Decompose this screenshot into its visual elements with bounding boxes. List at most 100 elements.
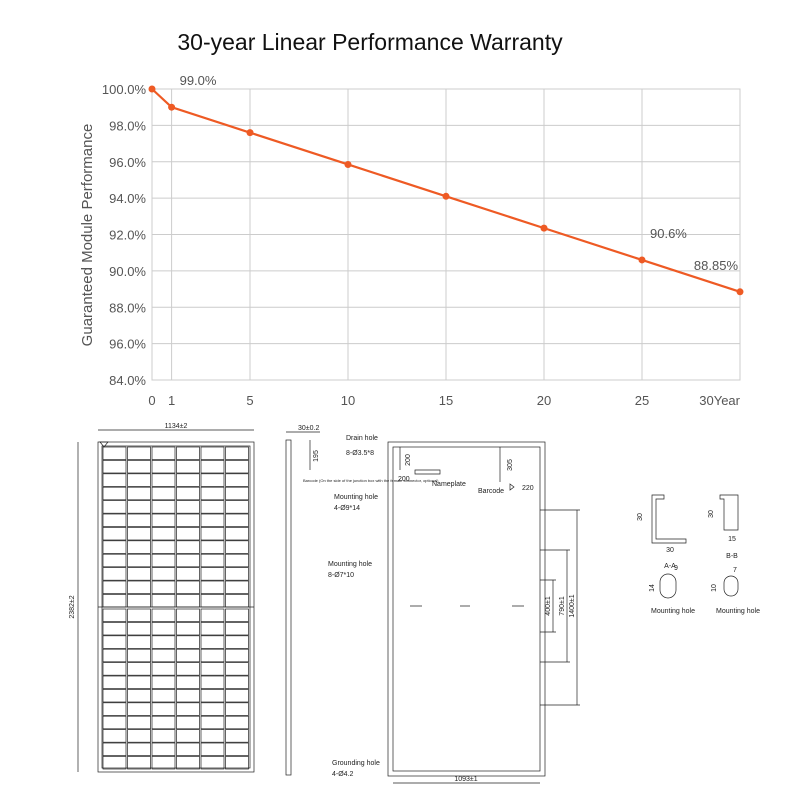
point — [246, 129, 254, 137]
cell — [127, 486, 151, 501]
cell — [200, 702, 225, 716]
cell — [127, 513, 151, 527]
cell — [225, 662, 249, 676]
label: 7 — [733, 567, 737, 574]
axes: 100.0% 98.0% 96.0% 94.0% 92.0% 90.0% 88.0% 96.0… — [102, 73, 744, 408]
cell — [102, 756, 127, 770]
x-tick-label: 30Year — [699, 393, 740, 408]
cell — [127, 473, 151, 487]
cell — [151, 662, 176, 676]
cell — [151, 635, 176, 649]
y-tick-label: 88.0% — [109, 300, 146, 315]
cell — [151, 580, 176, 594]
cell — [102, 635, 127, 649]
point — [148, 85, 156, 93]
label: 1400±1 — [569, 594, 576, 617]
cell — [102, 715, 127, 730]
cell — [151, 513, 176, 527]
label: B-B — [726, 553, 738, 560]
x-tick-label: 1 — [168, 393, 175, 408]
point — [638, 256, 646, 264]
label: Mounting hole — [334, 494, 378, 501]
cell — [176, 648, 200, 663]
y-tick-label: 94.0% — [109, 191, 146, 206]
y-tick-label: 90.0% — [109, 264, 146, 279]
cell — [176, 446, 200, 460]
label: Mounting hole — [716, 608, 760, 615]
cell — [102, 580, 127, 594]
cell — [200, 689, 225, 703]
cell — [200, 553, 225, 568]
cell — [176, 756, 200, 770]
label: 9 — [674, 565, 678, 572]
cell — [176, 702, 200, 716]
cell — [225, 513, 249, 527]
hole-a — [659, 573, 677, 599]
y-tick-label: 96.0% — [109, 155, 146, 170]
cell — [127, 500, 151, 514]
cell — [225, 689, 249, 703]
label: 195 — [313, 450, 320, 462]
label: 30 — [637, 513, 644, 521]
point — [344, 160, 352, 168]
cell — [225, 635, 249, 649]
label: 2382±2 — [69, 595, 76, 618]
cell — [102, 513, 127, 527]
cell — [102, 742, 127, 756]
cell — [225, 729, 249, 743]
cell — [176, 715, 200, 730]
back-frame — [392, 446, 541, 772]
x-tick-label: 0 — [148, 393, 155, 408]
label: A-A — [664, 563, 676, 570]
cell — [225, 527, 249, 541]
label: 30 — [666, 547, 674, 554]
cell — [127, 622, 151, 636]
cell — [225, 580, 249, 594]
cell — [127, 635, 151, 649]
cell — [176, 622, 200, 636]
label: 1134±2 — [165, 423, 188, 430]
cell — [176, 513, 200, 527]
cell — [200, 729, 225, 743]
cell — [102, 540, 127, 554]
cell — [225, 622, 249, 636]
y-tick-label: 84.0% — [109, 373, 146, 388]
cell — [225, 446, 249, 460]
cell — [176, 473, 200, 487]
cell — [200, 594, 225, 608]
cell — [200, 473, 225, 487]
cell — [102, 567, 127, 581]
cell — [102, 702, 127, 716]
cell — [151, 689, 176, 703]
cell — [151, 742, 176, 756]
cell — [200, 460, 225, 474]
cell — [200, 446, 225, 460]
label: 4-Ø4.2 — [332, 771, 354, 778]
cell — [127, 460, 151, 474]
cell — [127, 594, 151, 608]
cell — [102, 473, 127, 487]
cell — [102, 594, 127, 608]
cell — [102, 460, 127, 474]
cell — [176, 635, 200, 649]
cell — [225, 702, 249, 716]
cell — [176, 689, 200, 703]
y-tick-label: 96.0% — [109, 337, 146, 352]
back-view — [387, 441, 546, 777]
cell — [102, 500, 127, 514]
cell — [176, 594, 200, 608]
x-tick-label: 5 — [246, 393, 253, 408]
cell — [176, 608, 200, 622]
cell — [225, 567, 249, 581]
cell — [176, 580, 200, 594]
cell — [127, 580, 151, 594]
cell — [151, 540, 176, 554]
point — [736, 288, 744, 296]
cell — [225, 460, 249, 474]
cell — [102, 527, 127, 541]
x-tick-label: 20 — [537, 393, 551, 408]
cell — [225, 675, 249, 689]
cell — [102, 648, 127, 663]
cell — [200, 648, 225, 663]
label: 790±1 — [559, 596, 566, 616]
